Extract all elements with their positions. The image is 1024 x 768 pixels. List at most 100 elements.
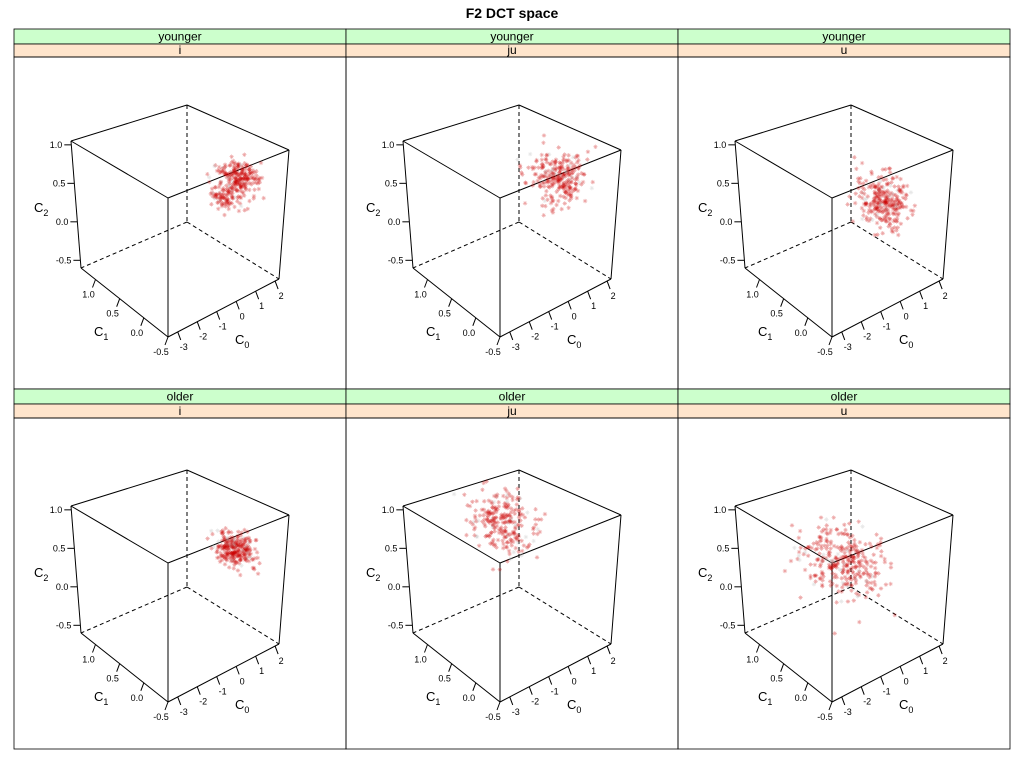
data-point <box>229 542 234 547</box>
data-point <box>886 202 891 208</box>
data-point <box>509 531 515 537</box>
data-point <box>883 205 889 211</box>
data-point <box>882 207 887 213</box>
data-point <box>834 565 839 570</box>
data-point <box>883 195 888 201</box>
c0-tick <box>567 301 572 310</box>
data-point <box>832 631 837 636</box>
data-point <box>504 504 509 509</box>
data-point <box>255 555 260 561</box>
data-point <box>894 197 899 203</box>
panel-younger-ju: youngerju-3-2-1012-0.50.00.51.0-0.50.00.… <box>345 28 679 390</box>
data-point <box>252 187 257 192</box>
data-point <box>245 175 250 180</box>
data-point <box>209 528 214 534</box>
data-point <box>895 206 900 211</box>
data-point <box>557 160 562 165</box>
data-point <box>215 200 220 205</box>
data-point <box>247 180 253 186</box>
c0-tick <box>860 321 865 330</box>
data-point <box>218 196 223 201</box>
data-point <box>493 515 499 520</box>
data-point <box>499 530 505 535</box>
data-point <box>489 530 494 535</box>
data-point <box>896 201 901 206</box>
data-point <box>829 566 834 571</box>
data-point <box>229 185 234 191</box>
data-point <box>863 178 869 183</box>
data-point <box>474 534 479 539</box>
data-point <box>223 204 228 209</box>
data-point <box>561 185 566 191</box>
data-point <box>895 194 900 199</box>
data-point <box>497 567 503 572</box>
data-point <box>501 515 506 521</box>
data-point <box>845 545 850 550</box>
data-point <box>851 546 857 552</box>
c2-tick-label: 0.0 <box>388 217 401 227</box>
data-point <box>819 537 824 543</box>
c1-tick-label: -0.5 <box>817 712 833 722</box>
data-point <box>225 552 231 558</box>
data-point <box>233 170 238 176</box>
data-point <box>551 177 556 183</box>
data-point <box>494 545 499 550</box>
data-point <box>222 544 228 549</box>
data-point <box>894 216 900 221</box>
cube-edge <box>278 149 290 280</box>
data-point <box>485 515 490 520</box>
data-point <box>543 171 548 176</box>
data-point <box>238 203 244 209</box>
data-point <box>238 176 243 181</box>
data-point <box>229 551 234 556</box>
data-point <box>225 200 231 206</box>
data-point <box>242 552 247 557</box>
data-point <box>541 213 546 218</box>
data-point <box>247 167 252 172</box>
data-point <box>559 175 564 180</box>
data-point <box>226 545 232 550</box>
data-point <box>249 175 254 181</box>
data-point <box>563 182 568 187</box>
data-point <box>490 516 495 522</box>
data-point <box>225 190 231 196</box>
c0-tick <box>177 696 182 706</box>
data-point <box>487 510 492 516</box>
data-point <box>239 163 245 169</box>
data-point <box>490 523 495 528</box>
data-point <box>869 586 874 592</box>
c2-tick-label: -0.5 <box>56 620 72 630</box>
data-point <box>890 176 896 181</box>
data-point <box>561 172 566 177</box>
data-point <box>231 558 237 563</box>
data-point <box>246 535 251 540</box>
data-point <box>506 548 512 554</box>
data-point <box>897 187 902 193</box>
data-point <box>221 545 226 550</box>
data-point <box>877 216 883 221</box>
data-point <box>534 157 539 163</box>
data-point <box>227 550 232 556</box>
data-point <box>867 585 873 591</box>
data-point <box>503 501 509 507</box>
data-point <box>882 559 888 565</box>
data-point <box>510 494 515 500</box>
data-point <box>553 159 558 164</box>
c0-axis-label: C0 <box>235 697 249 715</box>
data-point <box>850 569 855 574</box>
data-point <box>842 561 847 567</box>
data-point <box>561 183 566 189</box>
data-point <box>226 543 231 548</box>
c1-axis-label: C1 <box>758 689 772 707</box>
data-point <box>506 502 511 507</box>
data-point <box>872 232 878 238</box>
data-point <box>230 188 235 193</box>
data-point <box>850 554 856 559</box>
data-point <box>252 556 258 561</box>
data-point <box>830 560 836 565</box>
data-point <box>231 169 237 174</box>
data-point <box>874 195 879 200</box>
data-point <box>243 552 248 558</box>
cube-edge <box>499 514 622 564</box>
data-point <box>890 176 895 181</box>
